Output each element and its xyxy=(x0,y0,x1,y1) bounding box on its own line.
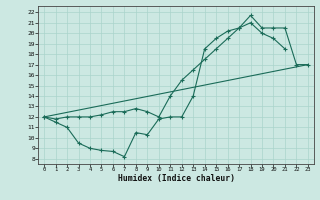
X-axis label: Humidex (Indice chaleur): Humidex (Indice chaleur) xyxy=(117,174,235,183)
